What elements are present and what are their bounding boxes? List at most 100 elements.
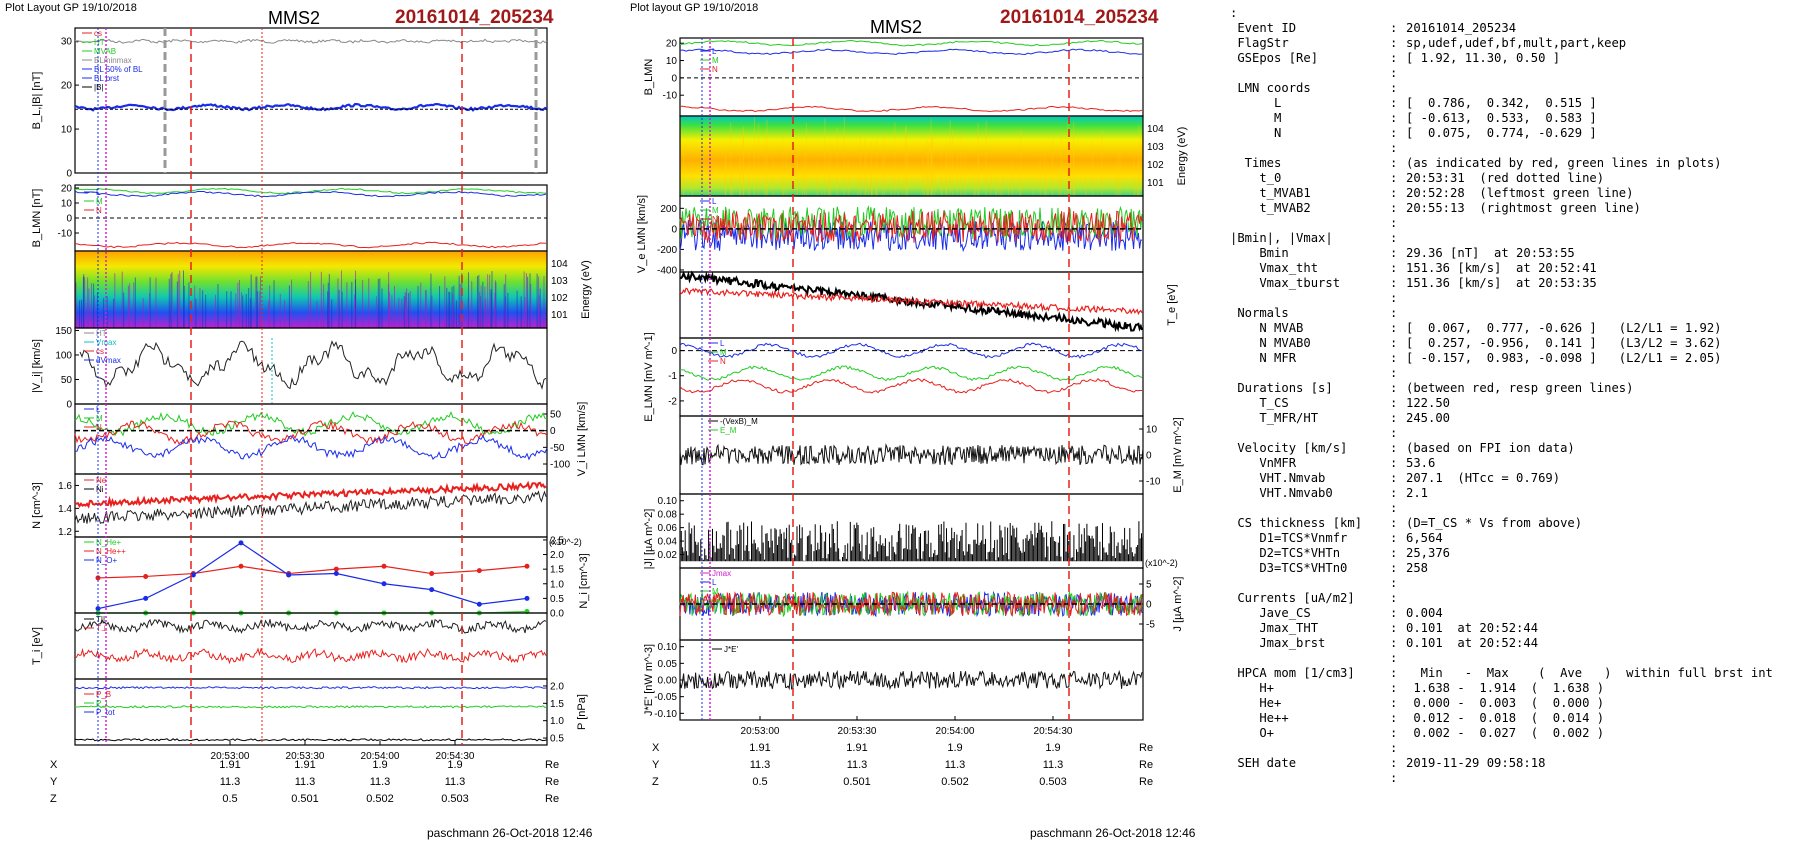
summary-separator: : [1390, 471, 1398, 485]
left-b-panel-legend-4: BL 50% of BL [94, 65, 143, 74]
summary-line: t_MVAB2:20:55:13 (rightmost green line) [1230, 201, 1800, 216]
left-vilmn-panel-ytick-3: -100 [550, 460, 570, 471]
summary-separator: : [1390, 516, 1398, 530]
mid-jdote-panel-ytick-0: 0.10 [658, 642, 678, 653]
position-row-label: X [652, 742, 660, 754]
left-blmn-panel-ytick-2: 10 [61, 199, 73, 210]
summary-line: Velocity [km/s]: (based on FPI ion data) [1230, 441, 1800, 456]
summary-line: : [1230, 741, 1800, 756]
summary-key: CS thickness [km] [1230, 516, 1363, 530]
position-value: 1.9 [372, 759, 388, 771]
mid-blmn-panel-series-L [679, 39, 1143, 47]
summary-key: D1=TCS*Vnmfr [1230, 531, 1348, 545]
left-spectrogram-ytick-0: 101 [551, 310, 568, 321]
summary-line: Jmax_brst:0.101 at 20:52:44 [1230, 636, 1800, 651]
summary-separator: : [1390, 306, 1398, 320]
position-value: 0.5 [752, 776, 768, 788]
summary-key: M [1230, 111, 1282, 125]
mid-spectrogram-ytick-0: 101 [1147, 178, 1164, 189]
mid-time-tick-2: 20:54:00 [936, 726, 975, 737]
summary-value: 29.36 [nT] at 20:53:55 [1406, 246, 1575, 260]
position-row-label: Y [652, 759, 660, 771]
summary-key: He++ [1230, 711, 1289, 725]
summary-value: [ 1.92, 11.30, 0.50 ] [1406, 51, 1561, 65]
summary-line: VnMFR:53.6 [1230, 456, 1800, 471]
left-spectrogram-ylabel: Energy (eV) [580, 260, 592, 319]
summary-value: 53.6 [1406, 456, 1436, 470]
left-vi-panel-legend-1: Vmax [96, 338, 116, 347]
summary-line: : [1230, 141, 1800, 156]
mid-em-panel-ytick-0: 10 [1146, 425, 1158, 436]
summary-value: (based on FPI ion data) [1406, 441, 1575, 455]
position-value: 11.3 [444, 776, 466, 788]
mid-jlmn-panel-scale-note: (x10^-2) [1145, 558, 1178, 568]
mid-velmn-panel-legend-2: N [712, 215, 718, 224]
summary-value: 258 [1406, 561, 1429, 575]
summary-line: : [1230, 291, 1800, 306]
left-temperature-panel-series-0 [74, 618, 547, 634]
left-b-panel-legend-1: HT [94, 38, 105, 47]
summary-line: O+: 0.002 - 0.027 ( 0.002 ) [1230, 726, 1800, 741]
summary-key: SEH date [1230, 756, 1297, 770]
summary-key: Currents [uA/m2] [1230, 591, 1355, 605]
left-blmn-panel-series-L [74, 187, 547, 195]
summary-value: sp,udef,udef,bf,mult,part,keep [1406, 36, 1627, 50]
position-value: 1.91 [846, 742, 868, 754]
left-spectrogram-ytick-1: 102 [551, 293, 568, 304]
summary-line: : [1230, 6, 1238, 20]
mid-blmn-panel-legend-1: M [712, 56, 719, 65]
summary-line: Vmax_tht:151.36 [km/s] at 20:52:41 [1230, 261, 1800, 276]
mid-elmn-panel-legend-1: M [720, 348, 727, 357]
mid-blmn-panel-series-N [680, 105, 1143, 113]
left-density-panel-ytick-2: 1.6 [58, 481, 72, 492]
left-vilmn-panel-series-L [74, 434, 548, 461]
summary-separator: : [1390, 291, 1398, 305]
left-vilmn-panel-ylabel: V_i LMN [km/s] [576, 402, 588, 477]
left-blmn-panel-legend-1: M [96, 197, 103, 206]
middle-spacecraft-title: MMS2 [870, 17, 923, 37]
summary-line: H+: 1.638 - 1.914 ( 1.638 ) [1230, 681, 1800, 696]
mid-spectrogram-ytick-3: 104 [1147, 124, 1164, 135]
mid-te-panel-ylabel: T_e [eV] [1166, 284, 1178, 326]
summary-separator: : [1390, 456, 1398, 470]
left-pressure-panel-ytick-0: 0.5 [550, 734, 564, 745]
position-value: 0.502 [941, 776, 969, 788]
summary-key: FlagStr [1230, 36, 1289, 50]
mid-velmn-panel-ytick-2: -200 [657, 245, 677, 256]
summary-key: Jmax_THT [1230, 621, 1319, 635]
summary-line: LMN coords: [1230, 81, 1800, 96]
summary-line: CS thickness [km]: (D=T_CS * Vs from abov… [1230, 516, 1800, 531]
mid-jdote-panel-ylabel: J*E' [nW m^-3] [643, 644, 655, 716]
summary-key: Jave_CS [1230, 606, 1311, 620]
summary-separator: : [1390, 156, 1398, 170]
left-pressure-panel-legend-1: P_i [96, 699, 108, 708]
summary-separator: : [1390, 276, 1398, 290]
summary-key: Velocity [km/s] [1230, 441, 1348, 455]
summary-value: (as indicated by red, green lines in plo… [1406, 156, 1722, 170]
summary-separator: : [1390, 171, 1398, 185]
summary-key: N [1230, 126, 1282, 140]
position-value: 0.501 [291, 793, 319, 805]
left-blmn-panel-ytick-3: 20 [61, 184, 73, 195]
mid-jdote-panel-ytick-4: -0.10 [654, 709, 677, 720]
position-value: 11.3 [749, 759, 771, 771]
left-spacecraft-title: MMS2 [268, 8, 321, 28]
left-density-panel-ytick-1: 1.4 [58, 504, 72, 515]
position-value: 0.503 [1039, 776, 1067, 788]
mid-jlmn-panel-ylabel: J [µA m^-2] [1172, 577, 1184, 632]
summary-value: [ 0.067, 0.777, -0.626 ] (L2/L1 = 1.92) [1406, 321, 1722, 335]
mid-elmn-panel-ytick-2: -2 [668, 396, 677, 407]
summary-separator: : [1390, 696, 1398, 710]
summary-line: L: [ 0.786, 0.342, 0.515 ] [1230, 96, 1800, 111]
summary-line: SEH date:2019-11-29 09:58:18 [1230, 756, 1800, 771]
summary-line: N: [ 0.075, 0.774, -0.629 ] [1230, 126, 1800, 141]
left-density-panel-series-Ni [74, 490, 547, 524]
summary-separator: : [1390, 381, 1398, 395]
summary-line: N MVAB0: [ 0.257, -0.956, 0.141 ] (L3/L2 … [1230, 336, 1800, 351]
summary-separator: : [1390, 756, 1398, 770]
mid-blmn-panel-ytick-2: 0 [671, 73, 677, 84]
left-pressure-panel-series-P_i [74, 705, 548, 709]
summary-key: Vmax_tht [1230, 261, 1319, 275]
mid-jmag-panel-ytick-3: 0.08 [658, 510, 678, 521]
mid-elmn-panel-frame [679, 337, 1144, 417]
